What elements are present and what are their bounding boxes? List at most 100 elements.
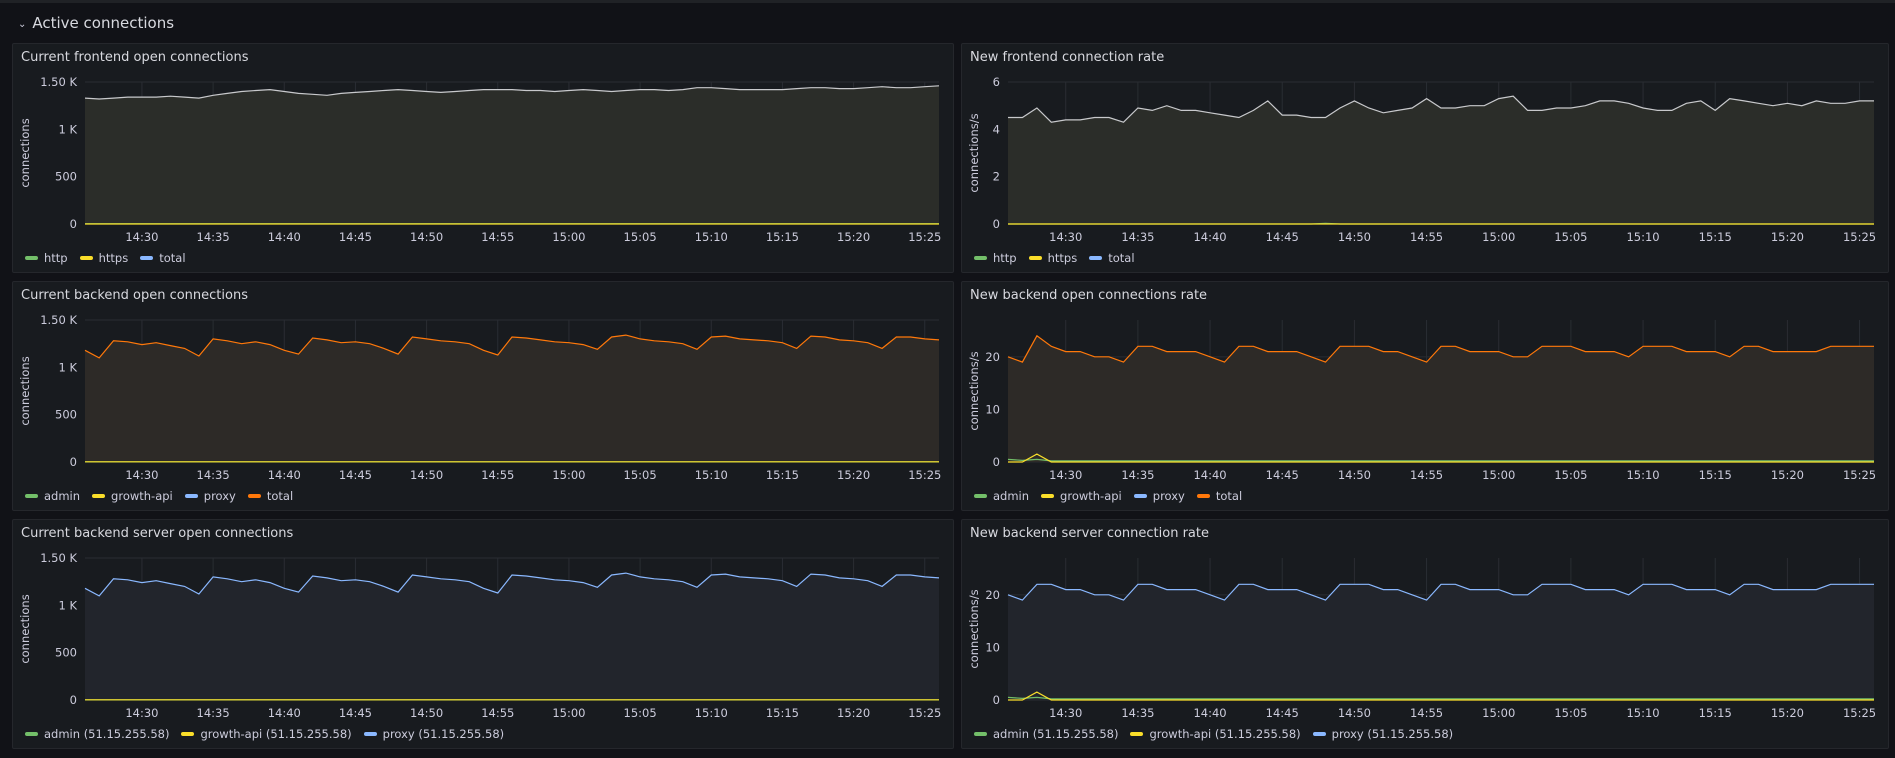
x-tick-label: 14:45	[1266, 706, 1299, 720]
x-tick-label: 15:05	[1554, 706, 1587, 720]
chart-svg: connections 0 500 1 K 1.50 K 14:30 14:35 14:40 1…	[18, 75, 941, 244]
y-tick-label: 1 K	[58, 122, 77, 136]
series-line-0	[1007, 334, 1874, 363]
legend-item[interactable]: total	[1196, 489, 1243, 503]
panel-title[interactable]: Current frontend open connections	[21, 50, 249, 65]
legend-item[interactable]: proxy	[1133, 489, 1185, 503]
x-tick-label: 14:50	[410, 706, 443, 720]
x-tick-label: 14:55	[481, 706, 514, 720]
x-tick-label: 15:05	[624, 230, 657, 244]
y-tick-label: 500	[55, 408, 77, 422]
x-tick-label: 14:45	[1266, 468, 1299, 482]
panel-new-frontend-connection-rate[interactable]: connections/s 0 2 4 6 14:30 14:35 14:40 14:45 14:…	[961, 43, 1889, 273]
series-area-0	[1008, 335, 1874, 462]
legend-item[interactable]: http	[974, 251, 1017, 265]
x-tick-label: 14:45	[1266, 230, 1299, 244]
x-tick-label: 14:30	[125, 230, 158, 244]
x-tick-label: 15:20	[837, 706, 870, 720]
legend-item[interactable]: http	[25, 251, 68, 265]
panel-title[interactable]: Current backend server open connections	[21, 526, 294, 541]
legend-swatch	[25, 494, 38, 498]
panel-current-backend-open-connections[interactable]: connections 0 500 1 K 1.50 K 14:30 14:35 14:40 1…	[12, 281, 954, 511]
legend-item[interactable]: growth-api (51.15.255.58)	[1130, 727, 1301, 741]
legend-label: proxy (51.15.255.58)	[382, 727, 505, 741]
x-tick-label: 14:35	[197, 230, 230, 244]
legend: http https total	[25, 251, 186, 265]
legend-item[interactable]: total	[1089, 251, 1135, 265]
x-tick-label: 15:05	[1554, 468, 1587, 482]
chart-svg: connections 0 500 1 K 1.50 K 14:30 14:35 14:40 1…	[18, 313, 941, 482]
panel-current-frontend-open-connections[interactable]: connections 0 500 1 K 1.50 K 14:30 14:35 14:40 1…	[12, 43, 954, 273]
x-tick-label: 14:40	[268, 230, 301, 244]
legend-swatch	[1130, 732, 1144, 736]
panel-title[interactable]: Current backend open connections	[21, 288, 248, 303]
y-tick-label: 1.50 K	[40, 551, 77, 565]
legend: admin (51.15.255.58) growth-api (51.15.25…	[25, 727, 504, 741]
legend-item[interactable]: growth-api (51.15.255.58)	[181, 727, 352, 741]
x-tick-label: 15:15	[1699, 230, 1732, 244]
x-tick-label: 14:55	[481, 230, 514, 244]
legend-label: admin (51.15.255.58)	[44, 727, 170, 741]
x-tick-label: 15:25	[908, 706, 941, 720]
panel-title[interactable]: New backend open connections rate	[970, 288, 1208, 303]
series-line-0	[84, 85, 940, 100]
legend-item[interactable]: admin (51.15.255.58)	[25, 727, 169, 741]
row-header-active-connections[interactable]: ⌄ Active connections	[18, 12, 174, 34]
legend-item[interactable]: total	[247, 489, 293, 503]
x-tick-label: 15:10	[1626, 706, 1659, 720]
legend-item[interactable]: https	[79, 251, 128, 265]
legend-swatch	[25, 256, 38, 260]
x-tick-label: 15:20	[837, 468, 870, 482]
legend-item[interactable]: growth-api	[1041, 489, 1122, 503]
legend-item[interactable]: admin (51.15.255.58)	[974, 727, 1118, 741]
y-tick-label: 10	[985, 402, 1000, 416]
panel-title[interactable]: New backend server connection rate	[970, 526, 1209, 541]
legend-swatch	[1312, 732, 1326, 736]
legend-item[interactable]: proxy (51.15.255.58)	[363, 727, 505, 741]
x-tick-label: 14:45	[339, 706, 372, 720]
x-tick-label: 14:50	[410, 230, 443, 244]
series-line-1	[1007, 696, 1874, 700]
x-tick-label: 15:00	[552, 230, 585, 244]
legend-label: total	[1215, 489, 1243, 503]
y-axis-label: connections	[18, 356, 32, 425]
panel-new-backend-server-connection-rate[interactable]: connections/s 0 10 20 14:30 14:35 14:40 14:45 14…	[961, 519, 1889, 749]
legend-item[interactable]: admin	[25, 489, 80, 503]
x-tick-label: 15:05	[1554, 230, 1587, 244]
legend-item[interactable]: https	[1028, 251, 1077, 265]
panel-title[interactable]: New frontend connection rate	[970, 50, 1165, 65]
chart-svg: connections/s 0 10 20 14:30 14:35 14:40 14:45 14…	[967, 320, 1876, 482]
legend-label: http	[44, 251, 68, 265]
legend-swatch	[184, 494, 198, 498]
legend-label: growth-api (51.15.255.58)	[200, 727, 352, 741]
x-tick-label: 15:20	[837, 230, 870, 244]
legend: http https total	[974, 251, 1135, 265]
series-line-0	[84, 572, 940, 597]
series-line-0	[1008, 95, 1874, 123]
legend-item[interactable]: proxy	[184, 489, 236, 503]
legend-item[interactable]: admin	[974, 489, 1029, 503]
legend-swatch	[79, 256, 93, 260]
x-tick-label: 14:30	[125, 468, 158, 482]
x-tick-label: 15:25	[908, 230, 941, 244]
legend-swatch	[92, 494, 106, 498]
x-tick-label: 14:35	[1121, 230, 1154, 244]
x-tick-label: 15:20	[1771, 468, 1804, 482]
row-title: Active connections	[32, 14, 175, 32]
legend-item[interactable]: proxy (51.15.255.58)	[1312, 727, 1453, 741]
y-tick-label: 20	[985, 588, 1000, 602]
legend: admin growth-api proxy total	[25, 489, 293, 503]
panel-new-backend-open-connections-rate[interactable]: connections/s 0 10 20 14:30 14:35 14:40 14:45 14…	[961, 281, 1889, 511]
legend-item[interactable]: growth-api	[92, 489, 173, 503]
panel-current-backend-server-open-connections[interactable]: connections 0 500 1 K 1.50 K 14:30 14:35 14:40 1…	[12, 519, 954, 749]
x-tick-label: 15:10	[1626, 468, 1659, 482]
y-tick-label: 1 K	[58, 598, 77, 612]
x-tick-label: 14:50	[1338, 468, 1371, 482]
y-tick-label: 10	[985, 640, 1000, 654]
legend-item[interactable]: total	[140, 251, 186, 265]
x-tick-label: 15:15	[766, 468, 799, 482]
x-tick-label: 14:30	[1049, 468, 1082, 482]
y-axis-label: connections	[18, 118, 32, 187]
chevron-down-icon[interactable]: ⌄	[18, 18, 27, 30]
legend-label: total	[1108, 251, 1135, 265]
